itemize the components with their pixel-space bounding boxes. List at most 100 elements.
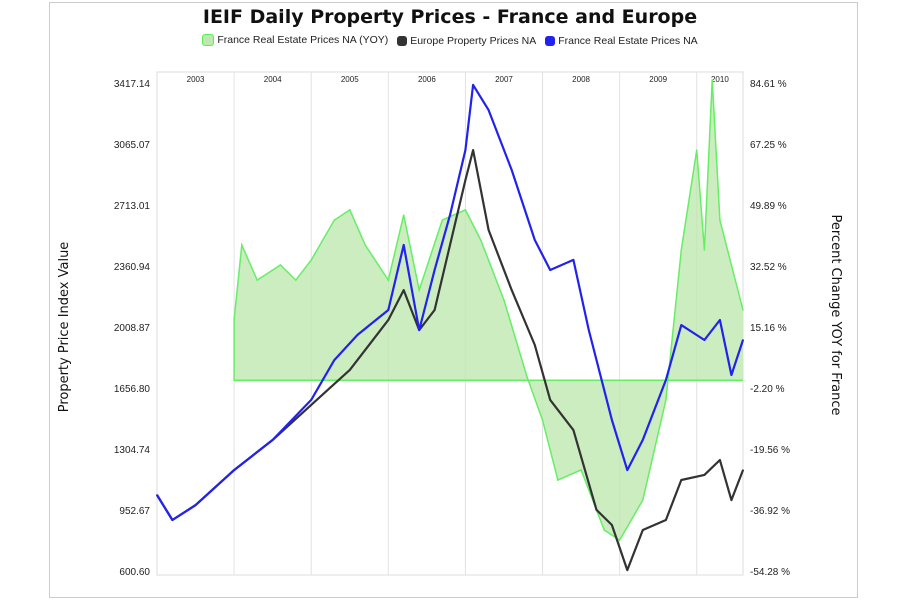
data-point	[557, 479, 559, 481]
data-point	[534, 239, 536, 241]
data-point	[233, 319, 235, 321]
y2-tick-label: -19.56 %	[750, 445, 790, 456]
data-point	[472, 84, 474, 86]
data-point	[402, 289, 405, 291]
series-area-france-yoy	[234, 79, 743, 541]
data-point	[487, 229, 490, 231]
data-point	[618, 539, 621, 541]
chart-title: IEIF Daily Property Prices - France and …	[202, 6, 698, 28]
legend-item-france-yoy[interactable]: France Real Estate Prices NA (YOY)	[202, 34, 388, 46]
data-point	[742, 469, 744, 471]
data-point	[730, 499, 733, 501]
data-point	[572, 259, 575, 261]
y-tick-label: 1304.74	[114, 445, 151, 456]
data-point	[433, 309, 436, 311]
data-point	[711, 79, 713, 81]
data-point	[580, 469, 582, 471]
y-tick-label: 2360.94	[114, 262, 151, 273]
x-tick-label: 2005	[341, 75, 359, 84]
legend: France Real Estate Prices NA (YOY) Europ…	[0, 34, 900, 49]
data-point	[703, 474, 706, 476]
data-point	[680, 249, 683, 251]
data-point	[364, 244, 366, 246]
y2-tick-label: 15.16 %	[750, 323, 787, 334]
data-point	[665, 519, 667, 521]
data-point	[402, 214, 405, 216]
data-point	[703, 339, 706, 341]
data-point	[294, 279, 297, 281]
legend-label: Europe Property Prices NA	[410, 35, 537, 47]
data-point	[487, 109, 490, 111]
data-point	[719, 319, 721, 321]
y-tick-label: 1656.80	[114, 384, 151, 395]
data-point	[611, 524, 613, 526]
data-point	[534, 344, 536, 346]
x-tick-label: 2006	[418, 75, 436, 84]
x-tick-label: 2010	[711, 75, 729, 84]
data-point	[730, 374, 733, 376]
y2-tick-label: -36.92 %	[750, 506, 790, 517]
data-point	[333, 359, 336, 361]
data-point	[387, 319, 390, 321]
data-point	[348, 369, 351, 371]
data-point	[603, 529, 606, 531]
data-point	[271, 439, 274, 441]
data-point	[572, 429, 575, 431]
data-point	[310, 399, 313, 401]
data-point	[387, 279, 390, 281]
data-point	[719, 219, 721, 221]
data-point	[387, 309, 390, 311]
legend-item-france[interactable]: France Real Estate Prices NA	[545, 35, 698, 47]
y-tick-label: 2713.01	[114, 201, 151, 212]
x-tick-label: 2007	[495, 75, 513, 84]
series-line-europe	[156, 149, 745, 572]
data-point	[541, 419, 544, 421]
data-point	[333, 219, 336, 221]
x-tick-label: 2004	[264, 75, 282, 84]
series-line-france	[156, 83, 745, 522]
data-point	[402, 244, 405, 246]
data-point	[194, 504, 197, 506]
y-tick-label: 952.67	[119, 506, 150, 517]
data-point	[503, 299, 505, 301]
data-point	[310, 259, 313, 261]
data-point	[641, 439, 644, 441]
data-point	[256, 279, 259, 281]
data-point	[549, 399, 552, 401]
data-point	[464, 209, 467, 211]
series-line-france-yoy	[233, 79, 744, 542]
data-point	[665, 379, 667, 381]
data-point	[310, 404, 313, 406]
data-point	[241, 244, 243, 246]
data-point	[464, 149, 467, 151]
y-tick-label: 2008.87	[114, 323, 151, 334]
x-tick-label: 2003	[187, 75, 205, 84]
legend-item-europe[interactable]: Europe Property Prices NA	[397, 35, 536, 47]
chart-frame	[49, 2, 858, 598]
legend-swatch	[397, 36, 408, 46]
data-point	[356, 334, 359, 336]
legend-swatch	[202, 34, 215, 46]
data-point	[742, 309, 744, 311]
data-point	[626, 469, 629, 471]
y2-tick-label: 49.89 %	[750, 201, 787, 212]
y-tick-label: 600.60	[119, 567, 150, 578]
data-point	[680, 479, 683, 481]
data-point	[665, 399, 667, 401]
y2-tick-label: -2.20 %	[750, 384, 785, 395]
y2-tick-label: 67.25 %	[750, 140, 787, 151]
data-point	[348, 209, 351, 211]
data-point	[464, 179, 467, 181]
data-point	[418, 289, 420, 291]
data-point	[703, 249, 706, 251]
data-point	[526, 376, 528, 378]
y2-tick-label: -54.28 %	[750, 567, 790, 578]
data-point	[641, 499, 644, 501]
data-point	[719, 459, 721, 461]
data-point	[418, 329, 420, 331]
data-point	[233, 379, 235, 382]
data-point	[233, 469, 235, 471]
data-point	[449, 214, 451, 216]
data-point	[587, 329, 590, 331]
